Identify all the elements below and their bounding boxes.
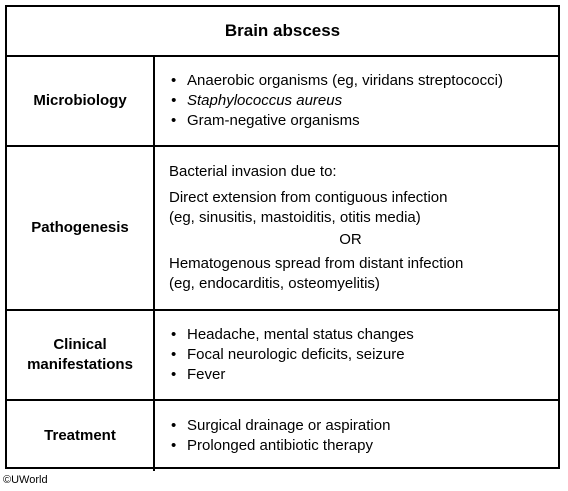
- treatment-row: Treatment Surgical drainage or aspiratio…: [7, 401, 558, 471]
- clinical-content: Headache, mental status changes Focal ne…: [155, 311, 558, 399]
- label-line: manifestations: [27, 356, 133, 373]
- row-label-pathogenesis: Pathogenesis: [7, 147, 155, 309]
- list-item: Prolonged antibiotic therapy: [169, 436, 552, 456]
- list-item: Staphylococcus aureus: [169, 91, 552, 111]
- microbiology-list: Anaerobic organisms (eg, viridans strept…: [169, 71, 552, 131]
- label-line: Clinical: [53, 336, 107, 353]
- pathogenesis-content: Bacterial invasion due to: Direct extens…: [155, 147, 558, 309]
- pathogenesis-option-direct: Direct extension from contiguous infecti…: [169, 188, 552, 228]
- microbiology-row: Microbiology Anaerobic organisms (eg, vi…: [7, 57, 558, 147]
- row-label-treatment: Treatment: [7, 401, 155, 471]
- direct-extension-examples: (eg, sinusitis, mastoiditis, otitis medi…: [169, 209, 421, 226]
- list-item: Fever: [169, 365, 552, 385]
- hematogenous-examples: (eg, endocarditis, osteomyelitis): [169, 275, 380, 292]
- pathogenesis-intro: Bacterial invasion due to:: [169, 163, 337, 180]
- pathogenesis-option-hematogenous: Hematogenous spread from distant infecti…: [169, 254, 552, 294]
- hematogenous-text: Hematogenous spread from distant infecti…: [169, 255, 464, 272]
- table-title: Brain abscess: [7, 7, 558, 57]
- direct-extension-text: Direct extension from contiguous infecti…: [169, 189, 448, 206]
- copyright-notice: ©UWorld: [3, 474, 48, 486]
- microbiology-content: Anaerobic organisms (eg, viridans strept…: [155, 57, 558, 145]
- treatment-list: Surgical drainage or aspiration Prolonge…: [169, 416, 552, 456]
- clinical-manifestations-row: Clinical manifestations Headache, mental…: [7, 311, 558, 401]
- brain-abscess-table: Brain abscess Microbiology Anaerobic org…: [5, 5, 560, 471]
- list-item: Surgical drainage or aspiration: [169, 416, 552, 436]
- list-item: Anaerobic organisms (eg, viridans strept…: [169, 71, 552, 91]
- list-item: Focal neurologic deficits, seizure: [169, 345, 552, 365]
- list-item: Headache, mental status changes: [169, 325, 552, 345]
- list-item: Gram-negative organisms: [169, 111, 552, 131]
- row-label-clinical-manifestations: Clinical manifestations: [7, 311, 155, 399]
- row-label-microbiology: Microbiology: [7, 57, 155, 145]
- treatment-content: Surgical drainage or aspiration Prolonge…: [155, 401, 558, 471]
- or-separator: OR: [339, 231, 362, 248]
- clinical-list: Headache, mental status changes Focal ne…: [169, 325, 552, 385]
- pathogenesis-row: Pathogenesis Bacterial invasion due to: …: [7, 147, 558, 311]
